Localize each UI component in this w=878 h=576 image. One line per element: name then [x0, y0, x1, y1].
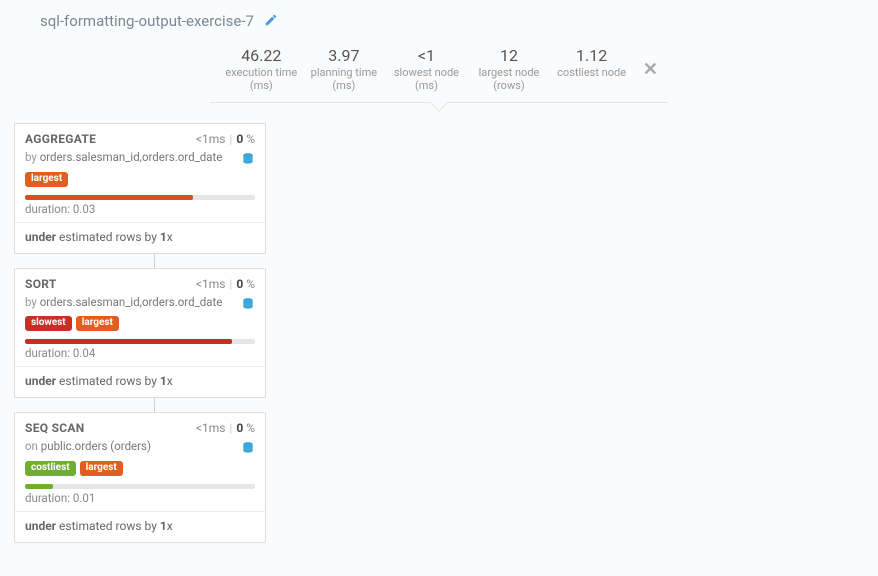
- plan-node[interactable]: SEQ SCAN <1ms|0 % on public.orders (orde…: [14, 412, 266, 543]
- database-icon[interactable]: [241, 152, 255, 169]
- duration-text: duration: 0.04: [15, 344, 265, 366]
- node-stats: <1ms|0 %: [196, 277, 255, 291]
- metric-label: slowest node (ms): [385, 66, 468, 92]
- metric-value: 1.12: [550, 46, 633, 65]
- database-icon[interactable]: [241, 441, 255, 458]
- node-header: SORT <1ms|0 %: [15, 269, 265, 295]
- node-title: SEQ SCAN: [25, 421, 85, 435]
- node-connector: [154, 398, 155, 412]
- plan-tree: AGGREGATE <1ms|0 % by orders.salesman_id…: [0, 103, 878, 543]
- duration-bar: [25, 339, 255, 344]
- node-badges: slowest largest: [15, 314, 265, 337]
- duration-text: duration: 0.01: [15, 489, 265, 511]
- node-title: SORT: [25, 277, 57, 291]
- metric-costliest-node: 1.12 costliest node: [550, 46, 633, 79]
- node-title: AGGREGATE: [25, 132, 96, 146]
- duration-bar: [25, 195, 255, 200]
- metric-value: <1: [385, 46, 468, 65]
- edit-icon[interactable]: [264, 13, 278, 29]
- plan-node[interactable]: SORT <1ms|0 % by orders.salesman_id,orde…: [14, 268, 266, 399]
- badge-largest: largest: [76, 316, 119, 331]
- node-badges: largest: [15, 170, 265, 193]
- metric-value: 3.97: [303, 46, 386, 65]
- node-subtitle: by orders.salesman_id,orders.ord_date: [15, 150, 265, 170]
- metric-value: 12: [468, 46, 551, 65]
- estimate-text: under estimated rows by 1x: [15, 367, 265, 397]
- plan-node[interactable]: AGGREGATE <1ms|0 % by orders.salesman_id…: [14, 123, 266, 254]
- database-icon[interactable]: [241, 297, 255, 314]
- badge-costliest: costliest: [25, 461, 76, 476]
- metric-execution-time: 46.22 execution time (ms): [220, 46, 303, 92]
- duration-bar-fill: [25, 195, 193, 200]
- node-stats: <1ms|0 %: [196, 421, 255, 435]
- estimate-text: under estimated rows by 1x: [15, 512, 265, 542]
- header-bar: sql-formatting-output-exercise-7: [0, 0, 878, 36]
- metrics-bar: 46.22 execution time (ms) 3.97 planning …: [210, 40, 668, 103]
- metric-label: largest node (rows): [468, 66, 551, 92]
- node-subtitle: on public.orders (orders): [15, 439, 265, 459]
- node-header: AGGREGATE <1ms|0 %: [15, 124, 265, 150]
- metric-label: execution time (ms): [220, 66, 303, 92]
- node-connector: [154, 254, 155, 268]
- metric-planning-time: 3.97 planning time (ms): [303, 46, 386, 92]
- node-subtitle: by orders.salesman_id,orders.ord_date: [15, 295, 265, 315]
- node-stats: <1ms|0 %: [196, 132, 255, 146]
- duration-bar: [25, 484, 255, 489]
- duration-bar-fill: [25, 484, 53, 489]
- metric-value: 46.22: [220, 46, 303, 65]
- metric-label: planning time (ms): [303, 66, 386, 92]
- metric-slowest-node: <1 slowest node (ms): [385, 46, 468, 92]
- metric-label: costliest node: [550, 66, 633, 79]
- metric-largest-node: 12 largest node (rows): [468, 46, 551, 92]
- badge-slowest: slowest: [25, 316, 72, 331]
- close-icon[interactable]: ✕: [633, 59, 658, 80]
- duration-bar-fill: [25, 339, 232, 344]
- badge-largest: largest: [25, 172, 68, 187]
- page-title: sql-formatting-output-exercise-7: [40, 12, 254, 30]
- badge-largest: largest: [80, 461, 123, 476]
- node-badges: costliest largest: [15, 459, 265, 482]
- node-header: SEQ SCAN <1ms|0 %: [15, 413, 265, 439]
- estimate-text: under estimated rows by 1x: [15, 223, 265, 253]
- duration-text: duration: 0.03: [15, 200, 265, 222]
